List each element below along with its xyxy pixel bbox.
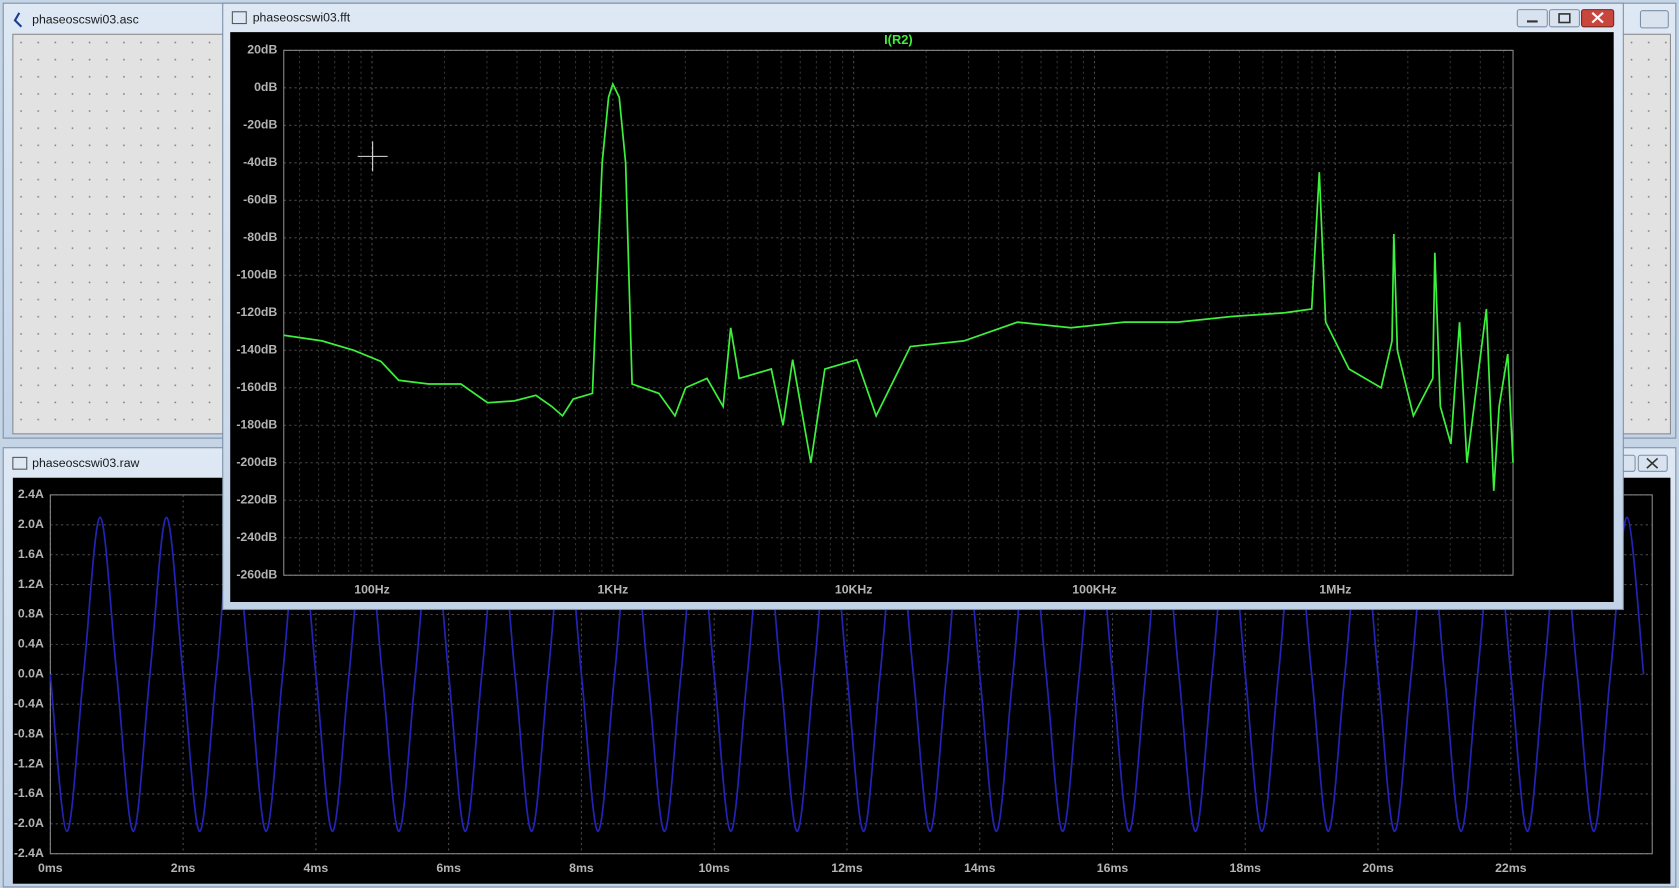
y-tick-label: -1.6A — [14, 786, 44, 800]
y-tick-label: -0.4A — [14, 696, 44, 710]
y-tick-label: 1.6A — [18, 547, 44, 561]
y-tick-label: -260dB — [236, 567, 277, 581]
x-tick-label: 1KHz — [597, 582, 628, 596]
y-tick-label: -40dB — [243, 155, 277, 169]
fft-window[interactable]: phaseoscswi03.fft 20dB 0dB -20dB -40dB -60dB… — [222, 2, 1624, 611]
maximize-button[interactable] — [1548, 9, 1580, 28]
window-title: phaseoscswi03.asc — [32, 13, 139, 27]
y-tick-label: 0.8A — [18, 607, 44, 621]
x-tick-label: 0ms — [38, 861, 63, 875]
y-tick-label: 20dB — [247, 43, 277, 57]
window-icon — [231, 11, 247, 25]
x-tick-label: 100Hz — [354, 582, 390, 596]
y-tick-label: -160dB — [236, 380, 277, 394]
x-tick-label: 100KHz — [1072, 582, 1116, 596]
y-tick-label: 1.2A — [18, 577, 44, 591]
y-tick-label: -100dB — [236, 268, 277, 282]
y-tick-label: -2.4A — [14, 846, 44, 860]
x-tick-label: 1MHz — [1319, 582, 1351, 596]
plot-frame — [283, 49, 1514, 576]
trace — [49, 516, 1645, 833]
y-tick-label: -180dB — [236, 418, 277, 432]
window-title: phaseoscswi03.raw — [32, 456, 139, 470]
cursor-crosshair — [357, 141, 388, 172]
y-tick-label: -1.2A — [14, 756, 44, 770]
plot-pane[interactable] — [230, 32, 1614, 602]
x-tick-label: 6ms — [436, 861, 461, 875]
y-tick-label: 2.4A — [18, 487, 44, 501]
x-tick-label: 22ms — [1495, 861, 1527, 875]
x-tick-label: 10KHz — [835, 582, 873, 596]
y-tick-label: -140dB — [236, 343, 277, 357]
y-tick-label: 0dB — [254, 80, 277, 94]
y-tick-label: 2.0A — [18, 517, 44, 531]
x-tick-label: 8ms — [569, 861, 594, 875]
window-icon — [13, 12, 23, 28]
trace — [283, 81, 1514, 491]
y-tick-label: -120dB — [236, 305, 277, 319]
x-tick-label: 10ms — [698, 861, 730, 875]
close-icon — [1646, 457, 1659, 469]
y-tick-label: -60dB — [243, 193, 277, 207]
y-tick-label: -0.8A — [14, 726, 44, 740]
x-tick-label: 16ms — [1097, 861, 1129, 875]
x-tick-label: 4ms — [304, 861, 329, 875]
x-tick-label: 20ms — [1362, 861, 1394, 875]
y-tick-label: -240dB — [236, 530, 277, 544]
y-tick-label: -80dB — [243, 230, 277, 244]
maximize-icon — [1558, 13, 1571, 24]
close-button[interactable] — [1639, 10, 1669, 29]
minimize-button[interactable] — [1516, 9, 1548, 28]
window-title: phaseoscswi03.fft — [253, 10, 351, 24]
x-tick-label: 18ms — [1230, 861, 1262, 875]
y-tick-label: 0.4A — [18, 637, 44, 651]
x-tick-label: 12ms — [831, 861, 863, 875]
y-tick-label: -200dB — [236, 455, 277, 469]
y-tick-label: -20dB — [243, 118, 277, 132]
y-tick-label: -2.0A — [14, 816, 44, 830]
x-tick-label: 2ms — [171, 861, 196, 875]
window-icon — [12, 456, 28, 470]
close-icon — [1591, 12, 1604, 24]
y-tick-label: -220dB — [236, 492, 277, 506]
y-tick-label: 0.0A — [18, 667, 44, 681]
x-tick-label: 14ms — [964, 861, 996, 875]
trace-label: I(R2) — [884, 32, 913, 47]
